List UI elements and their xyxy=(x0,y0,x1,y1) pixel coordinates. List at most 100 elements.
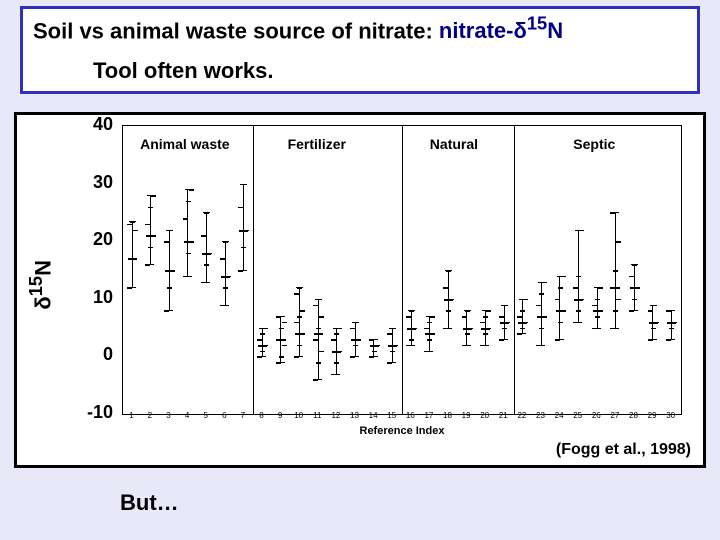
data-point xyxy=(313,379,318,381)
x-tick-label: 14 xyxy=(369,411,378,420)
data-point xyxy=(648,310,653,312)
data-point xyxy=(257,339,262,341)
data-point xyxy=(517,333,522,335)
data-point xyxy=(337,328,342,330)
data-point xyxy=(331,374,336,376)
panel-label: Animal waste xyxy=(140,136,229,152)
data-point xyxy=(201,282,206,284)
data-point xyxy=(183,276,188,278)
y-tick-label: -10 xyxy=(73,402,113,423)
data-point xyxy=(654,322,659,324)
data-point xyxy=(666,310,671,312)
but-text: But… xyxy=(120,490,179,516)
data-point xyxy=(430,316,435,318)
data-point xyxy=(145,264,150,266)
x-tick-label: 29 xyxy=(648,411,657,420)
data-point xyxy=(393,345,398,347)
data-point xyxy=(263,328,268,330)
data-point xyxy=(350,328,355,330)
data-point xyxy=(629,276,634,278)
y-axis-n: N xyxy=(30,260,55,276)
data-point xyxy=(558,287,563,289)
panel-divider xyxy=(514,126,515,414)
data-point xyxy=(279,356,284,358)
x-tick-label: 17 xyxy=(424,411,433,420)
data-point xyxy=(263,345,268,347)
data-point xyxy=(523,299,528,301)
data-point xyxy=(486,310,491,312)
data-point xyxy=(520,328,525,330)
data-point xyxy=(223,287,228,289)
data-point xyxy=(632,299,637,301)
x-tick-label: 6 xyxy=(222,411,226,420)
data-point xyxy=(613,310,618,312)
x-tick-label: 7 xyxy=(241,411,245,420)
data-point xyxy=(480,345,485,347)
x-tick-label: 11 xyxy=(313,411,321,420)
data-point xyxy=(238,270,243,272)
series-whisker xyxy=(541,282,542,345)
data-point xyxy=(430,333,435,335)
data-point xyxy=(592,305,597,307)
x-tick-label: 16 xyxy=(406,411,415,420)
data-point xyxy=(244,230,249,232)
x-tick-label: 5 xyxy=(203,411,207,420)
data-point xyxy=(502,305,507,307)
data-point xyxy=(616,299,621,301)
series-whisker xyxy=(225,241,226,304)
data-point xyxy=(334,333,339,335)
data-point xyxy=(613,270,618,272)
data-point xyxy=(595,316,600,318)
x-tick-label: 30 xyxy=(666,411,675,420)
data-point xyxy=(372,351,377,353)
data-point xyxy=(390,328,395,330)
data-point xyxy=(427,322,432,324)
data-point xyxy=(648,339,653,341)
y-tick-label: 40 xyxy=(73,114,113,135)
data-point xyxy=(297,345,302,347)
data-point xyxy=(499,316,504,318)
data-point xyxy=(465,333,470,335)
data-point xyxy=(412,328,417,330)
data-point xyxy=(443,328,448,330)
series-whisker xyxy=(206,212,207,281)
data-point xyxy=(331,339,336,341)
data-point xyxy=(189,189,194,191)
x-tick-label: 9 xyxy=(278,411,282,420)
data-point xyxy=(610,287,615,289)
y-tick-label: 10 xyxy=(73,287,113,308)
data-point xyxy=(555,339,560,341)
x-tick-label: 28 xyxy=(629,411,638,420)
data-point xyxy=(238,207,243,209)
data-point xyxy=(313,339,318,341)
data-point xyxy=(313,305,318,307)
data-point xyxy=(406,316,411,318)
data-point xyxy=(164,241,169,243)
data-point xyxy=(294,356,299,358)
x-tick-label: 3 xyxy=(166,411,170,420)
data-point xyxy=(542,282,547,284)
data-point xyxy=(127,224,132,226)
data-point xyxy=(257,356,262,358)
x-tick-label: 1 xyxy=(129,411,133,420)
data-point xyxy=(406,345,411,347)
data-point xyxy=(499,339,504,341)
x-tick-label: 13 xyxy=(350,411,359,420)
data-point xyxy=(337,351,342,353)
data-point xyxy=(334,362,339,364)
data-point xyxy=(186,253,191,255)
data-point xyxy=(294,322,299,324)
data-point xyxy=(573,322,578,324)
data-point xyxy=(539,328,544,330)
data-point xyxy=(226,276,231,278)
data-point xyxy=(480,322,485,324)
data-point xyxy=(148,247,153,249)
data-point xyxy=(616,241,621,243)
data-point xyxy=(446,310,451,312)
x-tick-label: 2 xyxy=(148,411,152,420)
y-tick-label: 30 xyxy=(73,172,113,193)
data-point xyxy=(576,276,581,278)
data-point xyxy=(390,351,395,353)
data-point xyxy=(598,310,603,312)
data-point xyxy=(651,328,656,330)
